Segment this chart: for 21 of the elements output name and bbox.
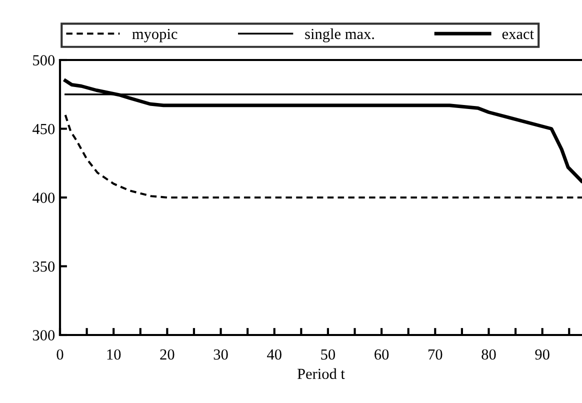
legend-label: myopic bbox=[132, 28, 178, 42]
y-tick-label: 450 bbox=[32, 124, 55, 134]
x-tick-label: 10 bbox=[107, 349, 121, 360]
x-tick-label: 70 bbox=[428, 349, 442, 360]
line-series bbox=[64, 78, 582, 183]
y-tick-label: 300 bbox=[32, 330, 55, 340]
y-tick-label: 350 bbox=[32, 261, 55, 272]
x-tick-label: 20 bbox=[160, 349, 174, 360]
legend-label: exact bbox=[502, 30, 534, 40]
x-tick-label: 80 bbox=[482, 349, 496, 360]
y-tick-label: 400 bbox=[32, 192, 55, 203]
x-tick-label: 40 bbox=[267, 349, 282, 360]
y-tick-label: 500 bbox=[33, 55, 55, 66]
x-tick-label: 30 bbox=[214, 349, 228, 360]
x-tick-label: 90 bbox=[535, 349, 550, 360]
x-axis-title: Period t bbox=[297, 368, 345, 380]
line-series bbox=[64, 114, 582, 199]
legend-label: single max. bbox=[305, 28, 374, 42]
x-tick-label: 0 bbox=[56, 349, 64, 360]
x-tick-label: 60 bbox=[374, 349, 389, 360]
x-tick-label: 50 bbox=[321, 349, 336, 360]
